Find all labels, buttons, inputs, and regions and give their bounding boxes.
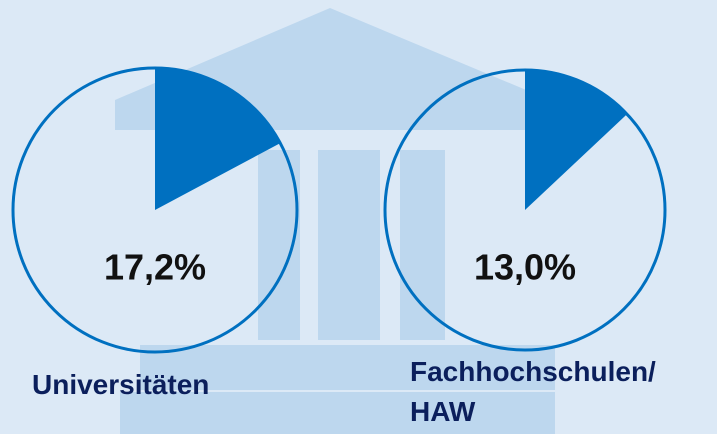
category-label: Fachhochschulen/ HAW — [410, 356, 656, 427]
pie-slice — [525, 70, 628, 210]
category-label: Universitäten — [32, 369, 210, 400]
value-label: 13,0% — [474, 247, 576, 288]
pie-slice — [155, 68, 281, 210]
value-label: 17,2% — [104, 247, 206, 288]
